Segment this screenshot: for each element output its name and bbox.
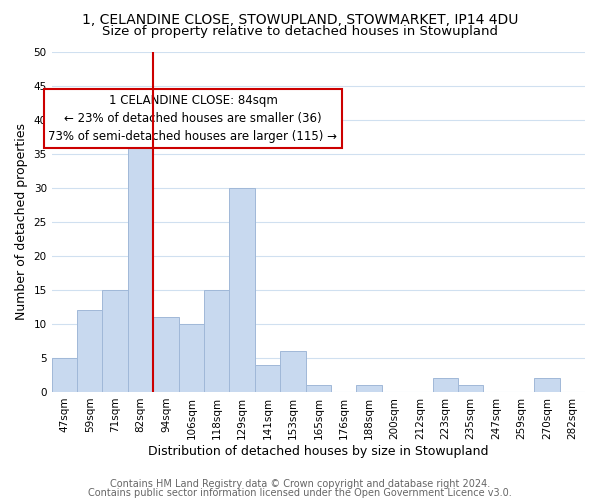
Text: 1 CELANDINE CLOSE: 84sqm
← 23% of detached houses are smaller (36)
73% of semi-d: 1 CELANDINE CLOSE: 84sqm ← 23% of detach…	[49, 94, 337, 143]
Bar	[204, 290, 229, 392]
Bar	[534, 378, 560, 392]
Text: Contains HM Land Registry data © Crown copyright and database right 2024.: Contains HM Land Registry data © Crown c…	[110, 479, 490, 489]
Text: 1, CELANDINE CLOSE, STOWUPLAND, STOWMARKET, IP14 4DU: 1, CELANDINE CLOSE, STOWUPLAND, STOWMARK…	[82, 12, 518, 26]
Bar	[356, 385, 382, 392]
Text: Contains public sector information licensed under the Open Government Licence v3: Contains public sector information licen…	[88, 488, 512, 498]
Bar	[52, 358, 77, 392]
Bar	[77, 310, 103, 392]
X-axis label: Distribution of detached houses by size in Stowupland: Distribution of detached houses by size …	[148, 444, 488, 458]
Bar	[280, 351, 305, 392]
Bar	[128, 106, 153, 392]
Bar	[458, 385, 484, 392]
Bar	[179, 324, 204, 392]
Bar	[305, 385, 331, 392]
Bar	[153, 317, 179, 392]
Y-axis label: Number of detached properties: Number of detached properties	[15, 123, 28, 320]
Bar	[255, 364, 280, 392]
Bar	[103, 290, 128, 392]
Bar	[433, 378, 458, 392]
Bar	[229, 188, 255, 392]
Text: Size of property relative to detached houses in Stowupland: Size of property relative to detached ho…	[102, 25, 498, 38]
